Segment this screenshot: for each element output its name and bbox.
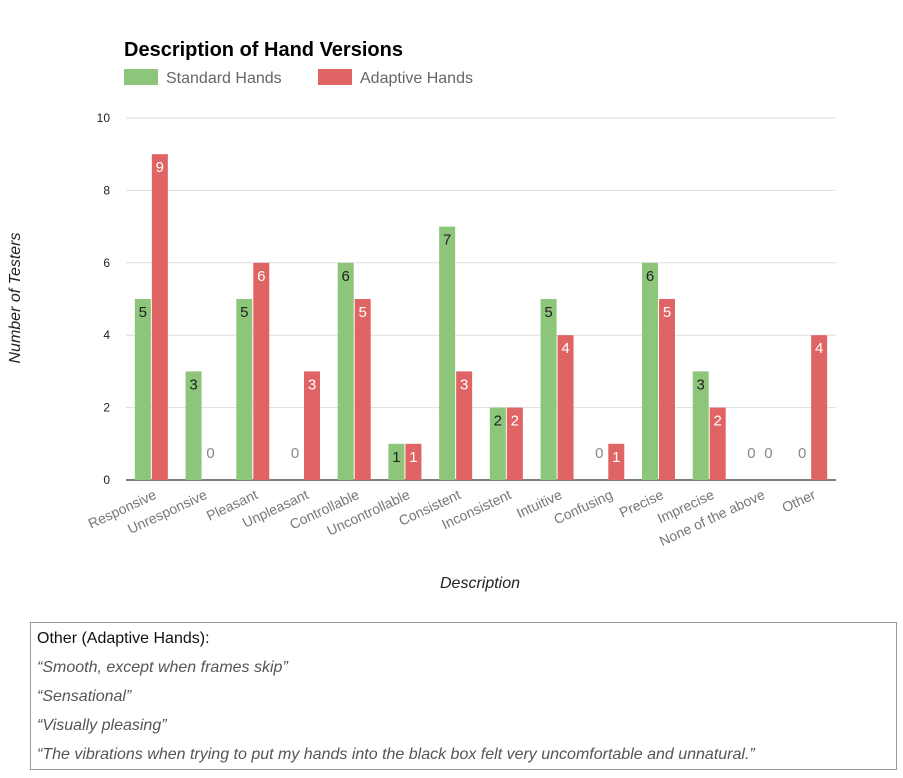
bar (456, 371, 473, 480)
bar (337, 262, 354, 480)
bar (489, 407, 506, 480)
response-quote: “The vibrations when trying to put my ha… (37, 746, 755, 763)
legend-label: Adaptive Hands (360, 70, 473, 87)
data-label: 5 (359, 304, 367, 321)
bar (134, 299, 151, 480)
data-label: 6 (646, 268, 654, 285)
data-label: 4 (561, 340, 569, 357)
y-tick-label: 0 (103, 473, 110, 487)
bar (692, 371, 709, 480)
response-quote: “Visually pleasing” (37, 717, 167, 734)
data-label: 5 (663, 304, 671, 321)
data-label: 0 (291, 445, 299, 462)
data-label: 1 (392, 449, 400, 466)
data-label: 5 (544, 304, 552, 321)
bar (540, 299, 557, 480)
gridlines (126, 117, 836, 481)
bar-chart: Description of Hand Versions Standard Ha… (7, 39, 836, 592)
other-responses-heading: Other (Adaptive Hands): (37, 630, 210, 647)
data-label: 1 (612, 449, 620, 466)
legend-swatch (124, 69, 158, 85)
data-label: 5 (240, 304, 248, 321)
x-tick-label: Other (779, 486, 818, 515)
data-label: 6 (257, 268, 265, 285)
data-label: 0 (595, 445, 603, 462)
bar (253, 262, 270, 480)
bar (659, 299, 675, 480)
data-label: 2 (511, 413, 519, 430)
data-label: 4 (815, 340, 823, 357)
data-label: 2 (714, 413, 722, 430)
legend-swatch (318, 69, 352, 85)
data-label: 3 (460, 376, 468, 393)
bar (388, 443, 405, 480)
data-label: 9 (156, 159, 164, 176)
x-tick-labels: ResponsiveUnresponsivePleasantUnpleasant… (86, 486, 819, 549)
other-responses-box: Other (Adaptive Hands): “Smooth, except … (30, 622, 897, 770)
y-tick-label: 6 (103, 256, 110, 270)
x-axis-title: Description (440, 575, 520, 592)
bar (642, 262, 658, 480)
y-tick-labels: 0 2 4 6 8 10 (97, 111, 111, 487)
y-tick-label: 4 (103, 328, 110, 342)
bar (405, 443, 422, 480)
bar (811, 335, 828, 480)
y-tick-label: 8 (103, 183, 110, 197)
data-label: 0 (764, 445, 772, 462)
data-label: 1 (409, 449, 417, 466)
data-label: 5 (139, 304, 147, 321)
bar (354, 299, 371, 480)
legend: Standard Hands Adaptive Hands (124, 69, 473, 87)
data-label: 0 (798, 445, 806, 462)
bar (709, 407, 726, 480)
data-label: 3 (189, 376, 197, 393)
bar (608, 443, 625, 480)
legend-label: Standard Hands (166, 70, 282, 87)
data-label: 0 (206, 445, 214, 462)
data-label: 2 (494, 413, 502, 430)
bars (134, 154, 828, 480)
y-tick-label: 2 (103, 401, 110, 415)
bar (439, 226, 456, 480)
bar (304, 371, 320, 480)
response-quote: “Sensational” (37, 688, 132, 705)
bar (557, 335, 574, 480)
bar (506, 407, 523, 480)
data-label: 3 (697, 376, 705, 393)
x-tick-label: Confusing (551, 486, 615, 527)
data-label: 3 (308, 376, 316, 393)
bar (185, 371, 202, 480)
chart-title: Description of Hand Versions (124, 39, 403, 61)
data-label: 6 (342, 268, 350, 285)
y-tick-label: 10 (97, 111, 111, 125)
data-label: 7 (443, 232, 451, 249)
bar (236, 299, 253, 480)
y-axis-title: Number of Testers (7, 232, 24, 363)
response-quote: “Smooth, except when frames skip” (37, 659, 288, 676)
bar (151, 154, 168, 480)
data-label: 0 (747, 445, 755, 462)
